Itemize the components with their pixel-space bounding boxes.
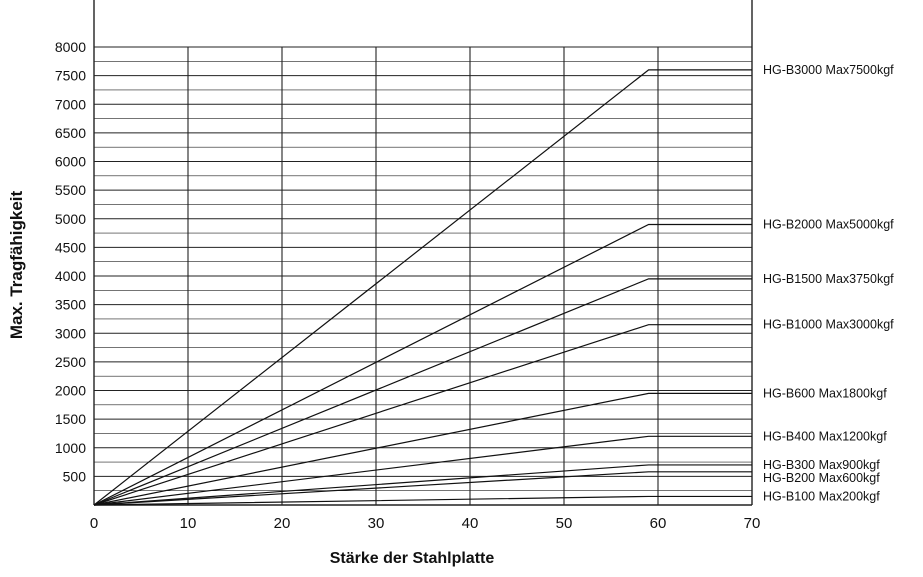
series-line <box>93 464 752 506</box>
series-label: HG-B300 Max900kgf <box>763 458 880 472</box>
y-tick-label: 1500 <box>55 411 86 427</box>
x-tick-label: 60 <box>650 515 667 532</box>
y-tick-label: 4500 <box>55 239 86 255</box>
series-line <box>93 435 752 506</box>
series-label: HG-B100 Max200kgf <box>763 489 880 503</box>
y-tick-label: 2000 <box>55 383 86 399</box>
x-tick-label: 70 <box>744 515 761 532</box>
y-tick-label: 7000 <box>55 96 86 112</box>
x-tick-label: 30 <box>368 515 385 532</box>
series-line <box>93 278 752 506</box>
y-tick-label: 5500 <box>55 182 86 198</box>
x-tick-label: 50 <box>556 515 573 532</box>
series-line <box>93 324 752 506</box>
x-tick-label: 20 <box>274 515 291 532</box>
chart-grid <box>93 0 753 506</box>
y-tick-label: 3500 <box>55 297 86 313</box>
y-tick-label: 7500 <box>55 68 86 84</box>
y-tick-label: 3000 <box>55 325 86 341</box>
series-label: HG-B2000 Max5000kgf <box>763 217 894 231</box>
y-tick-label: 6000 <box>55 154 86 170</box>
chart-series-lines <box>93 69 752 506</box>
chart-series-labels: HG-B3000 Max7500kgf HG-B2000 Max5000kgf HG… <box>763 63 894 504</box>
y-tick-label: 1000 <box>55 440 86 456</box>
series-label: HG-B400 Max1200kgf <box>763 429 887 443</box>
y-tick-label: 4000 <box>55 268 86 284</box>
y-tick-label: 2500 <box>55 354 86 370</box>
series-label: HG-B200 Max600kgf <box>763 471 880 485</box>
x-tick-label: 10 <box>180 515 197 532</box>
series-line <box>93 69 752 506</box>
y-tick-label: 500 <box>63 468 87 484</box>
y-tick-label: 5000 <box>55 211 86 227</box>
series-label: HG-B3000 Max7500kgf <box>763 63 894 77</box>
series-line <box>93 223 752 506</box>
series-line <box>93 392 752 506</box>
y-axis-label: Max. Tragfähigkeit <box>7 191 26 340</box>
y-tick-label: 8000 <box>55 39 86 55</box>
series-label: HG-B1500 Max3750kgf <box>763 272 894 286</box>
y-tick-label: 6500 <box>55 125 86 141</box>
y-axis-label-box: Max. Tragfähigkeit <box>2 0 32 577</box>
series-line <box>93 471 752 506</box>
series-line <box>93 495 752 506</box>
x-tick-label: 0 <box>90 515 98 532</box>
chart-tick-labels: 5001000150020002500300035004000450050005… <box>55 39 761 532</box>
x-tick-label: 40 <box>462 515 479 532</box>
series-label: HG-B1000 Max3000kgf <box>763 318 894 332</box>
x-axis-label: Stärke der Stahlplatte <box>329 550 495 567</box>
series-label: HG-B600 Max1800kgf <box>763 386 887 400</box>
